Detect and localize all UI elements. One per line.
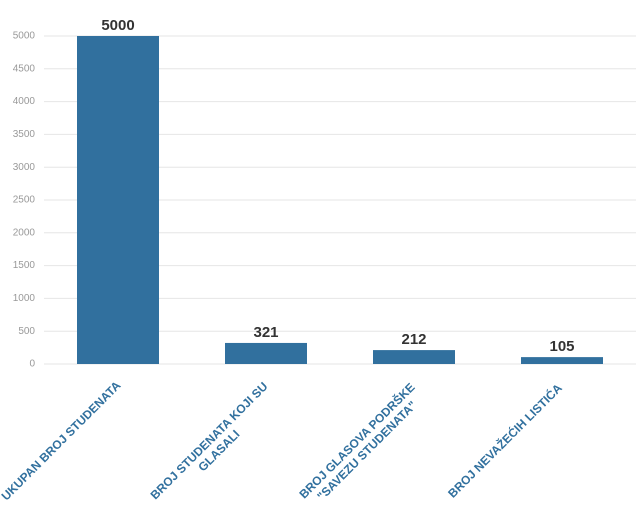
- y-tick-label: 500: [18, 326, 35, 337]
- y-tick-label: 2500: [13, 195, 36, 206]
- y-tick-label: 0: [29, 359, 35, 370]
- plot: 0 500 1000 1500 2000 2500 3000 3500 4000 4500 5000…: [13, 17, 636, 370]
- y-tick-label: 3000: [13, 162, 36, 173]
- value-label: 105: [549, 338, 574, 355]
- y-tick-label: 1500: [13, 260, 36, 271]
- value-label: 212: [401, 331, 426, 348]
- chart: 0 500 1000 1500 2000 2500 3000 3500 4000 4500 5000…: [0, 17, 636, 503]
- value-label: 321: [253, 324, 278, 341]
- value-label: 5000: [101, 17, 134, 34]
- y-tick-label: 5000: [13, 31, 36, 42]
- y-tick-label: 1000: [13, 293, 36, 304]
- y-tick-label: 2000: [13, 227, 36, 238]
- y-tick-label: 3500: [13, 129, 36, 140]
- bar: [521, 357, 603, 364]
- y-tick-label: 4500: [13, 63, 36, 74]
- bar: [225, 342, 307, 364]
- bar: [373, 350, 455, 364]
- y-tick-label: 4000: [13, 96, 36, 107]
- bar: [77, 36, 159, 364]
